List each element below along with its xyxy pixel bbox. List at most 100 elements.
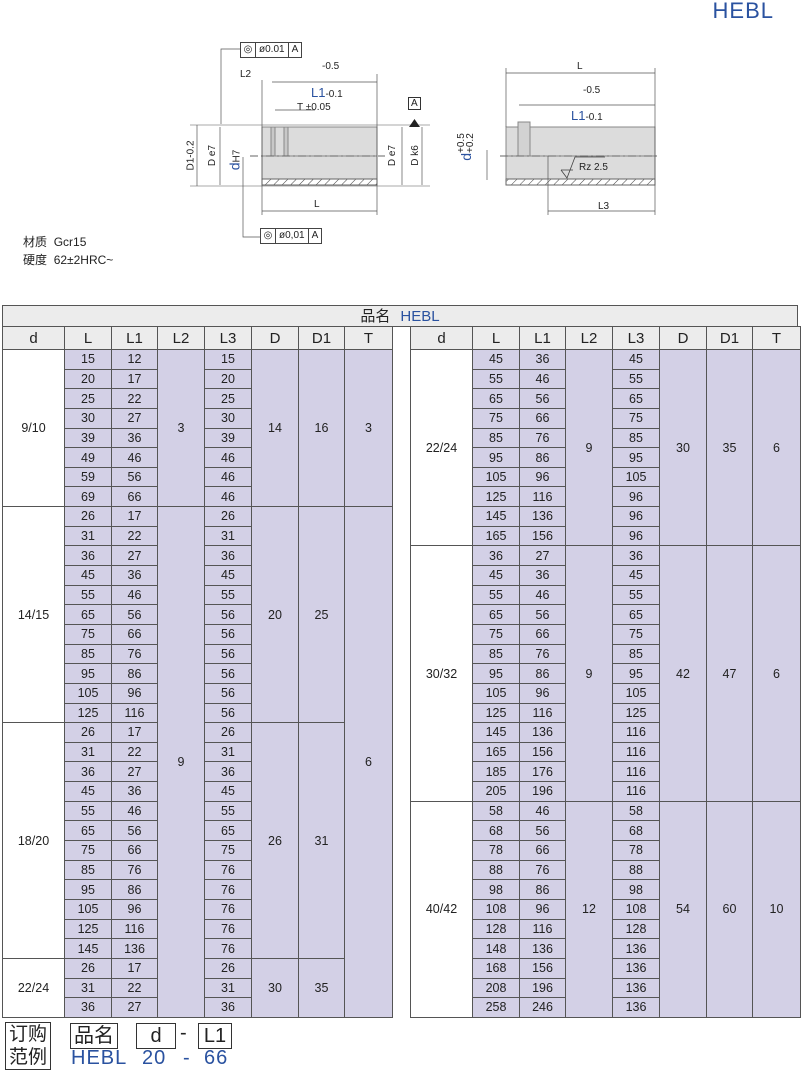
cell-L3: 105 [612,682,660,704]
L1-label: L1 [198,1023,232,1049]
table-row: 85 76 85 [411,427,801,449]
cell-L: 15 [64,349,112,370]
cell-L: 145 [472,506,520,527]
cell-L: 85 [64,859,112,881]
cell-D1: 35 [298,957,345,1018]
cell-L3: 56 [204,623,252,645]
column-header-d: D [659,326,707,350]
cell-L: 55 [472,368,520,390]
table-row: 125 116 56 [3,702,393,724]
left-bushing-section [190,48,430,238]
cell-L: 65 [472,388,520,409]
cell-L1: 76 [111,859,158,881]
table-title: 品名 HEBL [2,305,798,327]
cell-d: 18/20 [2,722,65,959]
cell-L3: 95 [612,447,660,468]
cell-L3: 31 [204,741,252,763]
cell-L: 208 [472,977,520,999]
cell-L3: 76 [204,938,252,959]
cell-L3: 78 [612,840,660,861]
cell-L1: 56 [519,388,566,409]
cell-L1: 86 [111,879,158,900]
dim-Dk6: D k6 [409,145,421,166]
table-row: 14/15 26 17 9 26 20 25 6 [2,506,393,1018]
cell-L: 125 [64,918,112,940]
order-example-label: 订购 范例 [5,1022,51,1070]
cell-L: 31 [64,977,112,999]
cell-L3: 55 [612,368,660,390]
table-row: 36 27 36 [3,997,393,1018]
cell-L1: 156 [519,741,566,763]
table-row: 18/20 26 17 26 26 31 [2,722,393,959]
cell-D: 20 [251,506,299,724]
table-row: 88 76 88 [411,859,801,881]
cell-L3: 26 [204,506,252,527]
cell-L3: 56 [204,663,252,684]
cell-L1: 46 [111,447,158,468]
cell-L1: 12 [111,349,158,370]
table-row: 22/24 26 17 26 30 35 [2,957,393,1018]
cell-L: 75 [64,623,112,645]
cell-D1: 25 [298,506,345,724]
cell-L3: 46 [204,486,252,508]
cell-L3: 15 [204,349,252,370]
cell-L: 85 [472,643,520,665]
cell-L: 65 [64,820,112,842]
cell-L: 45 [64,565,112,586]
cell-L3: 39 [204,427,252,449]
column-header-l2: L2 [157,326,205,350]
table-row: 45 36 45 [3,565,393,586]
cell-L: 45 [472,349,520,370]
cell-L1: 36 [111,427,158,449]
cell-L: 20 [64,368,112,390]
cell-L1: 22 [111,977,158,999]
cell-L3: 31 [204,525,252,547]
cell-L3: 75 [612,623,660,645]
cell-L1: 36 [519,565,566,586]
cell-L: 95 [64,879,112,900]
table-row: 165 156 116 [411,741,801,763]
table-row: 125 116 125 [411,702,801,724]
cell-L1: 27 [111,761,158,783]
cell-L1: 76 [519,643,566,665]
column-header-t: T [752,326,801,350]
dim-L1-left: L1-0.1 [311,85,343,100]
cell-L3: 136 [612,957,660,979]
datum-A: A [408,97,421,110]
table-row: 39 36 39 [3,427,393,449]
column-header-l: L [64,326,112,350]
table-row: 36 27 36 [3,545,393,567]
cell-L2: 3 [157,348,205,508]
table-row: 258 246 136 [411,997,801,1018]
table-row: 85 76 85 [411,643,801,665]
cell-L3: 46 [204,466,252,488]
table-row: 55 46 55 [3,800,393,822]
cell-L1: 76 [519,859,566,881]
cell-T: 3 [344,348,393,508]
cell-L: 31 [64,525,112,547]
cell-L1: 46 [519,584,566,606]
dim-minus-left: -0.5 [322,61,340,72]
cell-L: 31 [64,741,112,763]
cell-L: 65 [64,604,112,625]
cell-L: 68 [472,820,520,842]
dim-L1-right: L1-0.1 [571,108,603,123]
cell-L1: 56 [519,820,566,842]
technical-drawing [190,48,660,238]
cell-L1: 86 [519,447,566,468]
material: 材质 Gcr15 [23,235,87,249]
cell-L3: 36 [204,997,252,1018]
cell-D: 26 [251,722,299,959]
table-row: 105 96 56 [3,682,393,704]
cell-L: 105 [64,682,112,704]
cell-L2: 9 [565,545,613,802]
cell-L1: 86 [519,879,566,900]
cell-L: 26 [64,506,112,527]
cell-L3: 36 [204,545,252,567]
cell-L: 39 [64,427,112,449]
dim-De7-right: D e7 [387,144,399,167]
cell-L1: 86 [111,663,158,684]
table-row: 68 56 68 [411,820,801,842]
cell-L1: 96 [519,682,566,704]
